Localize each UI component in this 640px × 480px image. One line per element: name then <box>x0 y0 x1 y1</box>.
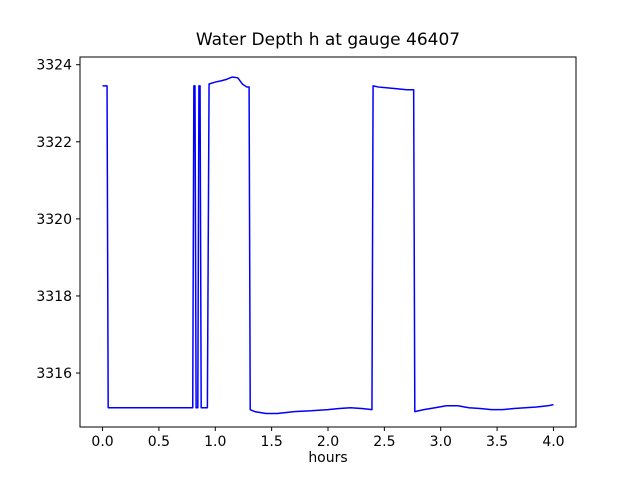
x-tick-label: 4.0 <box>542 434 564 450</box>
x-axis-label: hours <box>308 450 348 466</box>
data-line <box>102 76 554 415</box>
x-tick-label: 0.0 <box>91 434 113 450</box>
x-tick-label: 3.5 <box>486 434 508 450</box>
x-tick-label: 2.5 <box>373 434 395 450</box>
y-tick-label: 3316 <box>36 366 72 382</box>
y-tick-label: 3320 <box>36 212 72 228</box>
x-tick-label: 2.0 <box>317 434 339 450</box>
x-tick-label: 3.0 <box>430 434 452 450</box>
axes-frame <box>79 56 577 428</box>
y-tick-label: 3318 <box>36 289 72 305</box>
x-tick-label: 0.5 <box>148 434 170 450</box>
x-tick-label: 1.5 <box>261 434 283 450</box>
y-tick-label: 3324 <box>36 58 72 74</box>
x-tick-label: 1.0 <box>204 434 226 450</box>
y-tick-label: 3322 <box>36 135 72 151</box>
chart-title: Water Depth h at gauge 46407 <box>195 30 461 50</box>
